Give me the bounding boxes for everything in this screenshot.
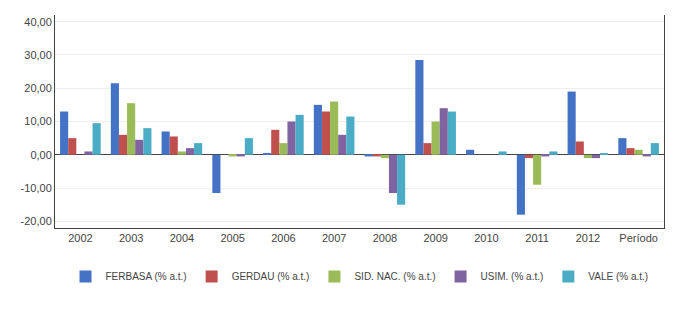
- svg-text:30,00: 30,00: [24, 49, 52, 61]
- svg-text:2006: 2006: [271, 232, 295, 244]
- svg-text:SID. NAC. (% a.t.): SID. NAC. (% a.t.): [354, 271, 435, 282]
- svg-text:2007: 2007: [322, 232, 346, 244]
- svg-text:2003: 2003: [119, 232, 143, 244]
- svg-text:2004: 2004: [170, 232, 194, 244]
- svg-text:2010: 2010: [474, 232, 498, 244]
- svg-text:-20,00: -20,00: [21, 215, 52, 227]
- svg-text:2008: 2008: [373, 232, 397, 244]
- svg-text:2005: 2005: [220, 232, 244, 244]
- svg-text:2002: 2002: [68, 232, 92, 244]
- svg-text:FERBASA (% a.t.): FERBASA (% a.t.): [106, 271, 187, 282]
- svg-text:2009: 2009: [423, 232, 447, 244]
- svg-text:10,00: 10,00: [24, 115, 52, 127]
- svg-text:USIM. (% a.t.): USIM. (% a.t.): [481, 271, 544, 282]
- svg-text:0,00: 0,00: [30, 149, 51, 161]
- svg-text:-10,00: -10,00: [21, 182, 52, 194]
- svg-text:VALE (% a.t.): VALE (% a.t.): [588, 271, 648, 282]
- svg-text:20,00: 20,00: [24, 82, 52, 94]
- svg-text:GERDAU (% a.t.): GERDAU (% a.t.): [232, 271, 310, 282]
- svg-text:2012: 2012: [576, 232, 600, 244]
- svg-text:40,00: 40,00: [24, 16, 52, 28]
- svg-text:Período: Período: [619, 232, 658, 244]
- svg-text:2011: 2011: [525, 232, 549, 244]
